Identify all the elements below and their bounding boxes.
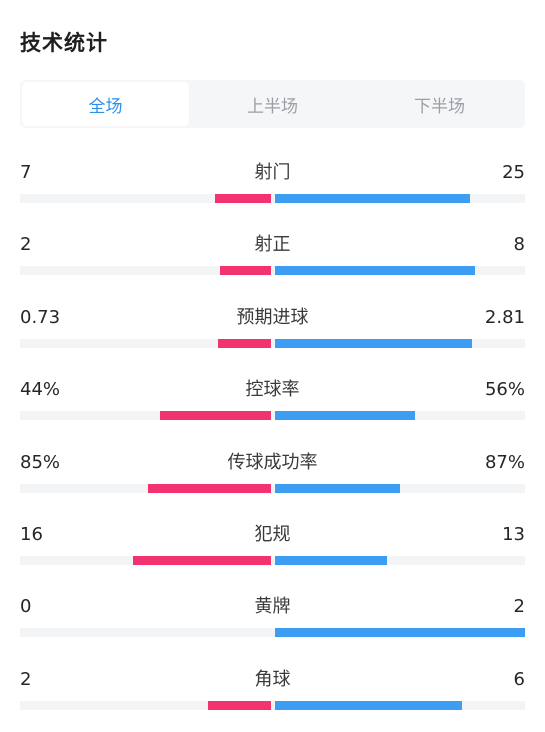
- away-bar: [274, 339, 473, 348]
- away-value: 25: [502, 162, 525, 183]
- stat-label: 射门: [254, 162, 291, 183]
- home-value: 2: [20, 234, 32, 255]
- home-bar: [160, 411, 271, 420]
- tab-first-half[interactable]: 上半场: [247, 96, 298, 117]
- away-bar: [274, 484, 400, 493]
- home-value: 0.73: [20, 307, 61, 328]
- comparison-bar: [20, 411, 525, 420]
- stat-row-yellow-cards: 0 黄牌 2: [20, 596, 525, 646]
- comparison-bar: [20, 484, 525, 493]
- period-tabs: 全场 上半场 下半场: [20, 80, 525, 128]
- comparison-bar: [20, 266, 525, 275]
- stat-row-pass-accuracy: 85% 传球成功率 87%: [20, 452, 525, 502]
- away-value: 2.81: [484, 307, 525, 328]
- stat-label: 预期进球: [236, 307, 309, 328]
- home-value: 7: [20, 162, 32, 183]
- comparison-bar: [20, 628, 525, 637]
- away-value: 2: [513, 596, 525, 617]
- stat-label: 射正: [254, 234, 291, 255]
- page-title: 技术统计: [20, 31, 108, 55]
- stat-label: 黄牌: [254, 596, 291, 617]
- away-bar: [274, 701, 463, 710]
- away-bar: [274, 194, 470, 203]
- home-value: 16: [20, 524, 43, 545]
- home-bar: [207, 701, 271, 710]
- away-bar: [274, 411, 415, 420]
- home-bar: [217, 339, 271, 348]
- stat-row-expected-goals: 0.73 预期进球 2.81: [20, 307, 525, 357]
- away-value: 6: [513, 669, 525, 690]
- stat-label: 传球成功率: [227, 452, 318, 473]
- comparison-bar: [20, 701, 525, 710]
- tab-full-match[interactable]: 全场: [22, 82, 189, 126]
- stat-row-possession: 44% 控球率 56%: [20, 379, 525, 429]
- away-bar: [274, 628, 525, 637]
- home-value: 0: [20, 596, 32, 617]
- comparison-bar: [20, 339, 525, 348]
- home-bar: [147, 484, 271, 493]
- away-value: 13: [502, 524, 525, 545]
- stat-label: 控球率: [245, 379, 300, 400]
- away-value: 56%: [484, 379, 525, 400]
- stat-row-shots: 7 射门 25: [20, 162, 525, 212]
- home-value: 85%: [20, 452, 61, 473]
- stat-row-corners: 2 角球 6: [20, 669, 525, 719]
- home-value: 44%: [20, 379, 61, 400]
- stat-label: 犯规: [254, 524, 291, 545]
- away-bar: [274, 266, 475, 275]
- home-bar: [215, 194, 271, 203]
- away-value: 87%: [484, 452, 525, 473]
- comparison-bar: [20, 194, 525, 203]
- home-value: 2: [20, 669, 32, 690]
- home-bar: [132, 556, 271, 565]
- away-value: 8: [513, 234, 525, 255]
- stat-label: 角球: [254, 669, 291, 690]
- away-bar: [274, 556, 388, 565]
- home-bar: [220, 266, 271, 275]
- stat-row-fouls: 16 犯规 13: [20, 524, 525, 574]
- stat-row-shots-on-target: 2 射正 8: [20, 234, 525, 284]
- tab-second-half[interactable]: 下半场: [414, 96, 465, 117]
- comparison-bar: [20, 556, 525, 565]
